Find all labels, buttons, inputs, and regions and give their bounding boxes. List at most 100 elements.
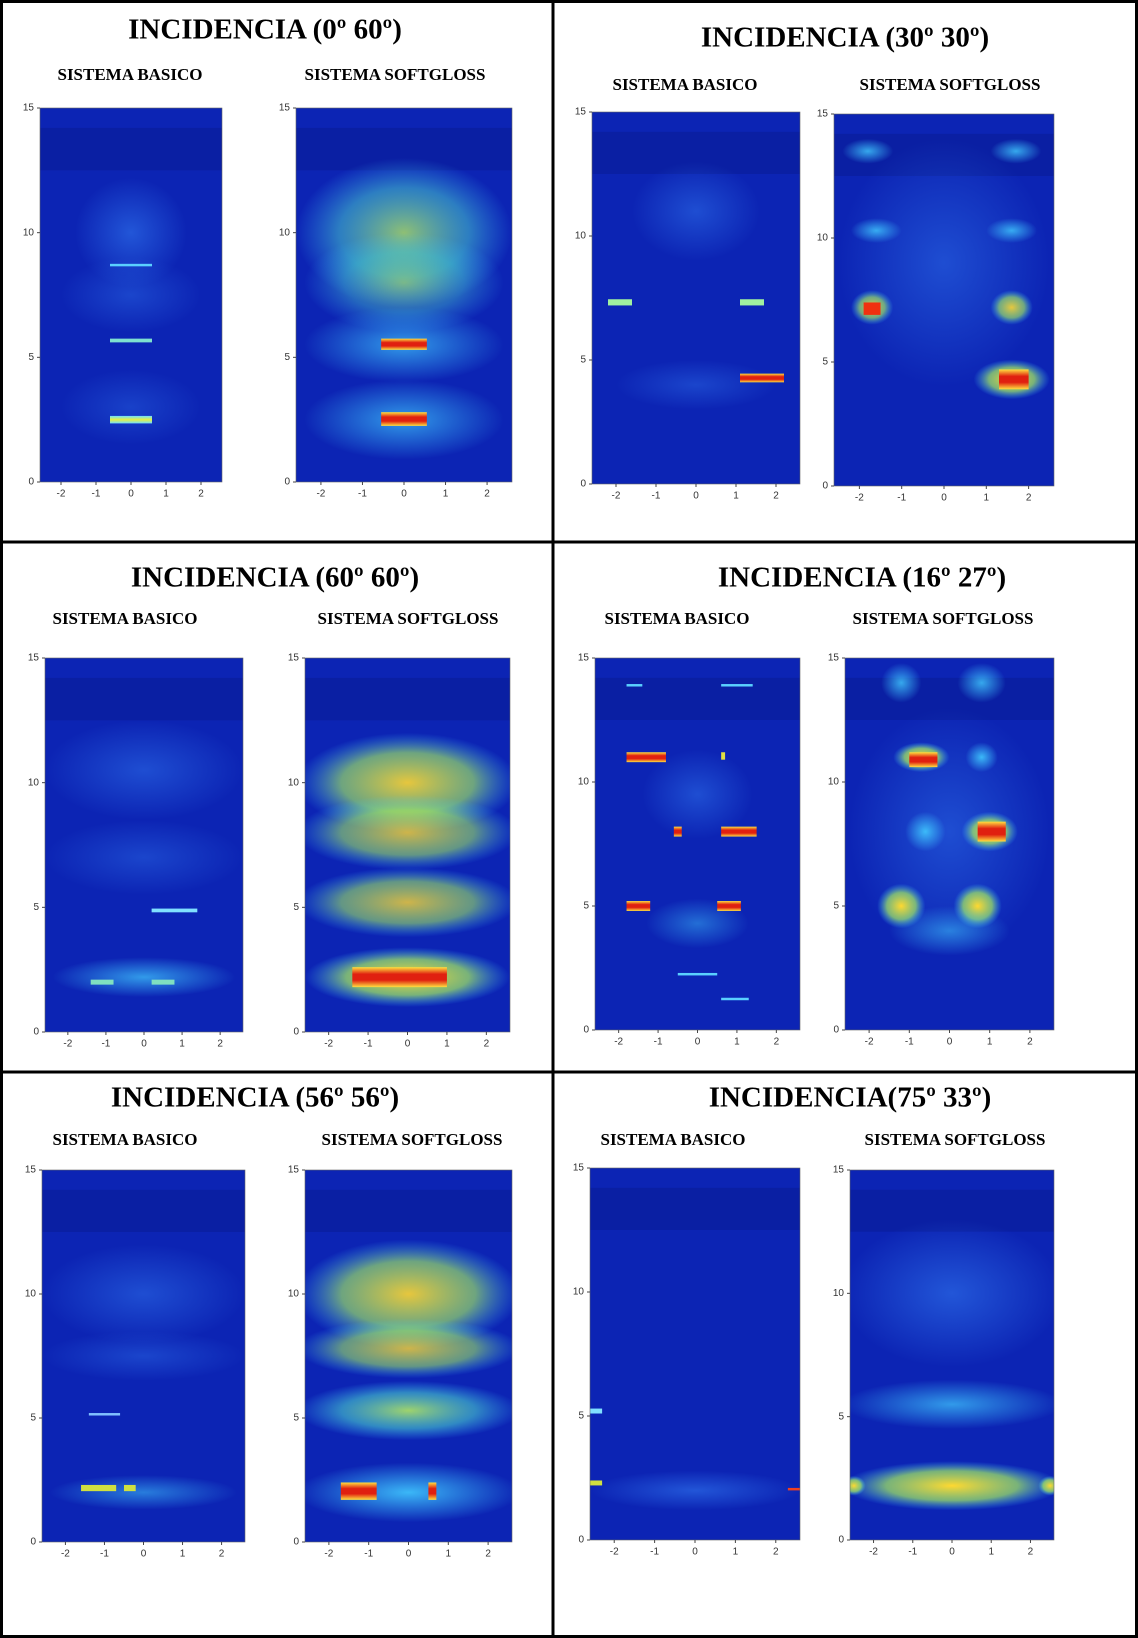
plot-subtitle: SISTEMA SOFTGLOSS [865,1130,1046,1149]
x-tick-label: 0 [695,1037,701,1048]
y-tick-label: 0 [833,1025,839,1036]
glow [850,1219,1054,1368]
hotspot [740,299,764,306]
heatmap-content [305,658,510,1032]
glow [75,177,187,288]
glow [990,290,1033,325]
glow [965,742,998,773]
panel-title: INCIDENCIA (0º 60º) [128,14,402,46]
glow [61,369,201,445]
heatmap-band [42,1189,245,1232]
heatmap-band [305,1189,512,1232]
plot-subtitle: SISTEMA BASICO [600,1130,745,1149]
x-tick-label: 2 [774,1037,780,1048]
x-tick-label: -2 [57,489,66,500]
hotspot [626,901,651,911]
glow [305,1380,512,1441]
x-tick-label: -1 [101,1039,110,1050]
glow [304,232,504,333]
y-tick-label: 0 [30,1537,36,1548]
hotspot [151,979,175,985]
x-tick-label: 1 [179,1039,185,1050]
x-tick-label: 2 [484,489,490,500]
plot-subtitle: SISTEMA SOFTGLOSS [860,75,1041,94]
y-tick-label: 10 [573,1287,585,1298]
heatmap [44,657,244,1033]
x-tick-label: 0 [693,491,699,502]
x-tick-label: 1 [734,1037,740,1048]
y-tick-label: 15 [833,1165,845,1176]
y-tick-label: 0 [28,477,34,488]
hotspot [721,684,753,687]
hotspot [909,752,938,768]
y-tick-label: 15 [817,109,829,120]
y-tick-label: 0 [293,1027,299,1038]
glow [905,811,946,852]
x-tick-label: 2 [198,489,204,500]
x-tick-label: 1 [446,1549,452,1560]
x-tick-label: -2 [324,1549,333,1560]
y-tick-label: 0 [583,1025,589,1036]
heatmap [39,107,223,483]
y-tick-label: 15 [23,103,35,114]
y-tick-label: 5 [578,1411,584,1422]
hotspot [999,369,1029,390]
hotspot [88,1413,121,1416]
plot-subtitle: SISTEMA SOFTGLOSS [853,609,1034,628]
y-tick-label: 5 [583,901,589,912]
glow [850,1379,1054,1429]
glow [305,1239,512,1349]
x-tick-label: -2 [865,1037,874,1048]
hotspot [110,263,152,267]
heatmap-content [45,658,243,1032]
y-tick-label: 0 [838,1535,844,1546]
hotspot [677,972,718,976]
x-tick-label: 1 [180,1549,186,1560]
y-tick-label: 0 [33,1027,39,1038]
y-tick-label: 15 [25,1165,37,1176]
glow [49,1475,238,1510]
y-tick-label: 5 [580,355,586,366]
x-tick-label: 1 [987,1037,993,1048]
glow [838,138,1050,387]
heatmap-content [850,1170,1054,1540]
y-tick-label: 5 [293,902,299,913]
x-tick-label: 0 [949,1547,955,1558]
plot-subtitle: SISTEMA BASICO [612,75,757,94]
y-tick-label: 10 [817,233,829,244]
hotspot [110,415,152,424]
x-tick-label: -1 [897,493,906,504]
glow [52,957,236,998]
x-tick-label: 1 [984,493,990,504]
glow [305,795,510,870]
plot-subtitle: SISTEMA BASICO [52,609,197,628]
glow [305,1318,512,1379]
heatmap-band [305,677,510,721]
hotspot [381,338,427,350]
x-tick-label: 2 [485,1549,491,1560]
y-tick-label: 0 [578,1535,584,1546]
plot-subtitle: SISTEMA BASICO [52,1130,197,1149]
x-tick-label: -1 [654,1037,663,1048]
x-tick-label: -2 [324,1039,333,1050]
x-tick-label: -2 [869,1547,878,1558]
heatmap-content [305,1170,512,1542]
x-tick-label: -2 [316,489,325,500]
hotspot [721,997,749,1001]
y-tick-label: 5 [838,1411,844,1422]
y-tick-label: 10 [288,1289,300,1300]
glow [842,138,894,164]
glow [1038,1475,1054,1496]
hotspot [717,901,741,911]
y-tick-label: 15 [828,653,840,664]
heatmap-band [45,677,243,721]
x-tick-label: 1 [444,1039,450,1050]
x-tick-label: 0 [128,489,134,500]
panel-title: INCIDENCIA(75º 33º) [709,1082,992,1114]
glow [881,662,922,703]
x-tick-label: 0 [947,1037,953,1048]
hotspot [81,1484,117,1492]
y-tick-label: 15 [575,107,587,118]
x-tick-label: -1 [905,1037,914,1048]
heatmap-content [592,112,800,484]
